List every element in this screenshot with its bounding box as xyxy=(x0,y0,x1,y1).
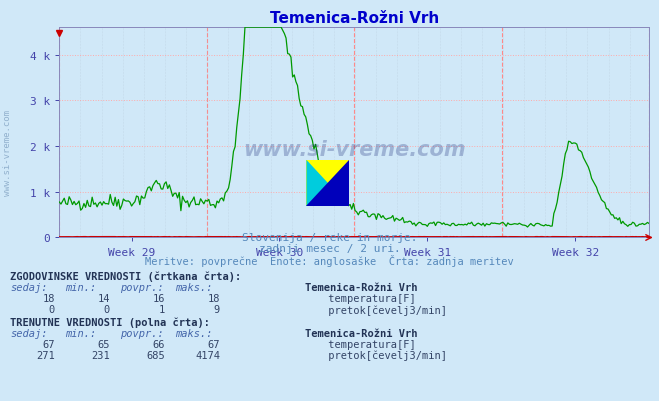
Text: 4174: 4174 xyxy=(195,350,220,360)
Text: 0: 0 xyxy=(49,304,55,314)
Text: min.:: min.: xyxy=(65,328,96,338)
Text: povpr.:: povpr.: xyxy=(120,282,163,292)
Text: 67: 67 xyxy=(42,339,55,349)
Text: www.si-vreme.com: www.si-vreme.com xyxy=(243,140,465,160)
Text: 9: 9 xyxy=(214,304,220,314)
Text: 14: 14 xyxy=(98,293,110,303)
Text: Slovenija / reke in morje.: Slovenija / reke in morje. xyxy=(242,233,417,242)
Text: 231: 231 xyxy=(91,350,110,360)
Polygon shape xyxy=(306,160,349,207)
Text: 67: 67 xyxy=(208,339,220,349)
Text: maks.:: maks.: xyxy=(175,282,212,292)
Text: TRENUTNE VREDNOSTI (polna črta):: TRENUTNE VREDNOSTI (polna črta): xyxy=(10,317,210,328)
Text: Meritve: povprečne  Enote: anglosaške  Črta: zadnja meritev: Meritve: povprečne Enote: anglosaške Črt… xyxy=(145,254,514,266)
Text: 65: 65 xyxy=(98,339,110,349)
Text: ZGODOVINSKE VREDNOSTI (črtkana črta):: ZGODOVINSKE VREDNOSTI (črtkana črta): xyxy=(10,271,241,282)
Text: min.:: min.: xyxy=(65,282,96,292)
Text: Temenica-Rožni Vrh: Temenica-Rožni Vrh xyxy=(305,282,418,292)
Text: povpr.:: povpr.: xyxy=(120,328,163,338)
Text: 18: 18 xyxy=(42,293,55,303)
Text: 18: 18 xyxy=(208,293,220,303)
Text: www.si-vreme.com: www.si-vreme.com xyxy=(3,109,13,195)
Text: pretok[čevelj3/min]: pretok[čevelj3/min] xyxy=(322,304,447,315)
Text: sedaj:: sedaj: xyxy=(10,328,47,338)
Text: 16: 16 xyxy=(152,293,165,303)
Text: 685: 685 xyxy=(146,350,165,360)
Text: 271: 271 xyxy=(36,350,55,360)
Text: temperatura[F]: temperatura[F] xyxy=(322,339,416,349)
Text: maks.:: maks.: xyxy=(175,328,212,338)
Text: pretok[čevelj3/min]: pretok[čevelj3/min] xyxy=(322,350,447,360)
Text: sedaj:: sedaj: xyxy=(10,282,47,292)
Text: 66: 66 xyxy=(152,339,165,349)
Text: zadnji mesec / 2 uri.: zadnji mesec / 2 uri. xyxy=(258,243,401,253)
Text: temperatura[F]: temperatura[F] xyxy=(322,293,416,303)
Text: 1: 1 xyxy=(159,304,165,314)
Title: Temenica-Rožni Vrh: Temenica-Rožni Vrh xyxy=(270,10,439,26)
Text: 0: 0 xyxy=(103,304,110,314)
Polygon shape xyxy=(306,160,349,207)
Text: Temenica-Rožni Vrh: Temenica-Rožni Vrh xyxy=(305,328,418,338)
